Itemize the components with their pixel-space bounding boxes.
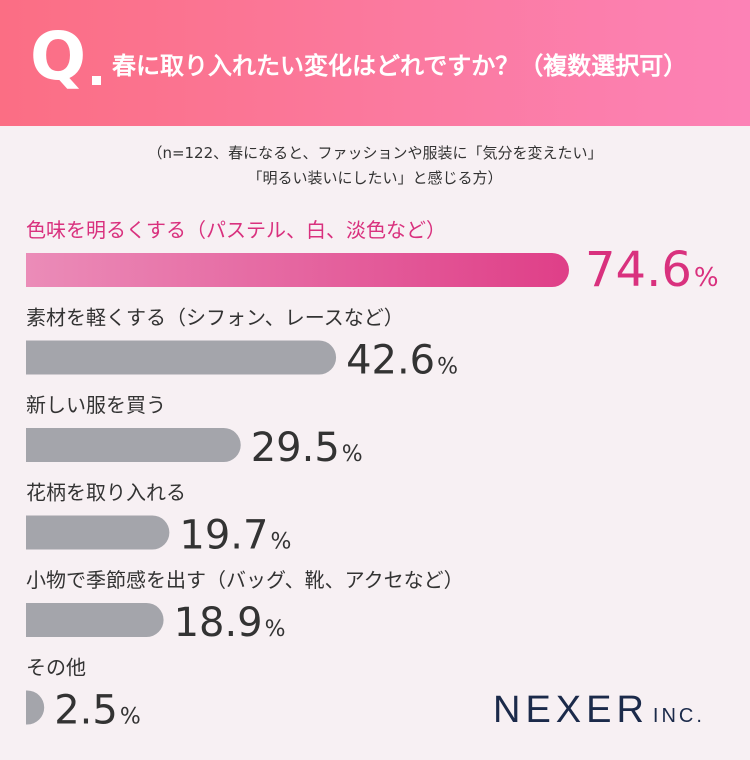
bar <box>26 340 337 375</box>
value-label: 2.5% <box>54 688 141 734</box>
bar <box>26 253 569 287</box>
value-label: 74.6% <box>585 242 719 298</box>
value-label: 18.9% <box>174 600 286 646</box>
category-label: その他 <box>26 656 86 680</box>
value-label: 29.5% <box>251 425 363 471</box>
logo-sub: INC. <box>652 705 705 727</box>
category-label: 色味を明るくする（パステル、白、淡色など） <box>26 218 446 242</box>
bar <box>26 515 170 550</box>
category-label: 新しい服を買う <box>26 393 166 417</box>
sample-note-line1: （n=122、春になると、ファッションや服装に「気分を変えたい」 <box>147 144 603 162</box>
q-letter: Q <box>30 18 87 95</box>
question-banner: Q 春に取り入れたい変化はどれですか？（複数選択可） <box>0 0 750 126</box>
category-label: 小物で季節感を出す（バッグ、靴、アクセなど） <box>26 568 464 592</box>
value-label: 19.7% <box>179 513 291 559</box>
bar <box>26 428 241 462</box>
sample-note-line2: 「明るい装いにしたい」と感じる方） <box>247 169 503 187</box>
question-text: 春に取り入れたい変化はどれですか？（複数選択可） <box>112 52 688 80</box>
q-dot <box>92 76 101 85</box>
logo-main: NEXER <box>493 689 649 731</box>
value-label: 42.6% <box>346 338 458 384</box>
bar <box>26 690 45 725</box>
category-label: 花柄を取り入れる <box>26 481 186 505</box>
category-label: 素材を軽くする（シフォン、レースなど） <box>26 306 404 330</box>
nexer-logo: NEXER INC. <box>493 691 705 729</box>
bar <box>26 603 164 637</box>
